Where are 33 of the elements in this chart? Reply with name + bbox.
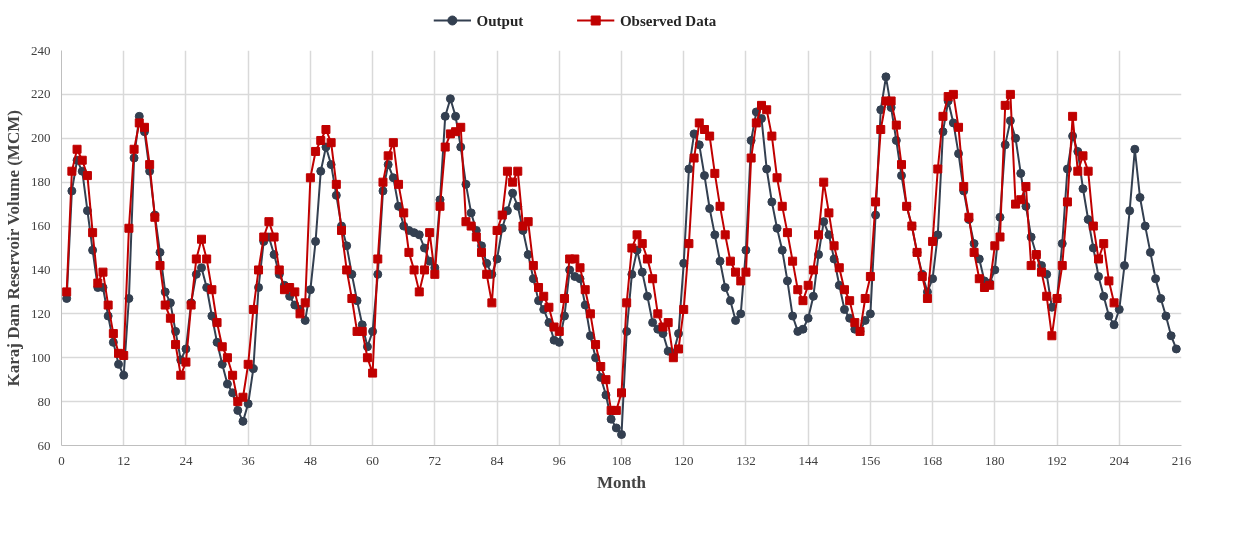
- y-tick-label: 240: [31, 42, 51, 58]
- y-axis-title: Karaj Dam Reservoir Volume (MCM): [4, 110, 23, 387]
- y-tick-label: 140: [31, 261, 51, 277]
- x-tick-label: 84: [490, 452, 505, 468]
- x-tick-label: 12: [117, 452, 131, 468]
- y-tick-label: 60: [37, 437, 51, 453]
- x-tick-label: 180: [985, 452, 1005, 468]
- x-tick-label: 216: [1171, 452, 1192, 468]
- x-tick-label: 60: [366, 452, 380, 468]
- y-tick-label: 120: [31, 305, 51, 321]
- x-tick-label: 144: [798, 452, 819, 468]
- x-tick-label: 120: [673, 452, 694, 468]
- x-tick-label: 36: [241, 452, 256, 468]
- x-tick-label: 156: [860, 452, 881, 468]
- y-tick-label: 220: [31, 86, 51, 102]
- y-tick-label: 80: [37, 393, 51, 409]
- y-tick-label: 100: [31, 349, 51, 365]
- legend-label: Output: [476, 12, 524, 29]
- y-tick-label: 200: [31, 130, 51, 146]
- x-tick-label: 48: [303, 452, 317, 468]
- y-tick-label: 180: [31, 174, 51, 190]
- x-tick-label: 72: [428, 452, 442, 468]
- x-tick-label: 108: [611, 452, 632, 468]
- legend-label: Observed Data: [619, 12, 717, 29]
- y-tick-label: 160: [31, 218, 51, 234]
- x-tick-label: 96: [552, 452, 567, 468]
- x-tick-label: 204: [1109, 452, 1130, 468]
- x-tick-label: 132: [736, 452, 756, 468]
- x-tick-label: 0: [58, 452, 65, 468]
- x-tick-label: 24: [179, 452, 193, 468]
- x-tick-label: 192: [1047, 452, 1067, 468]
- x-tick-label: 168: [922, 452, 943, 468]
- x-axis-title: Month: [596, 472, 647, 492]
